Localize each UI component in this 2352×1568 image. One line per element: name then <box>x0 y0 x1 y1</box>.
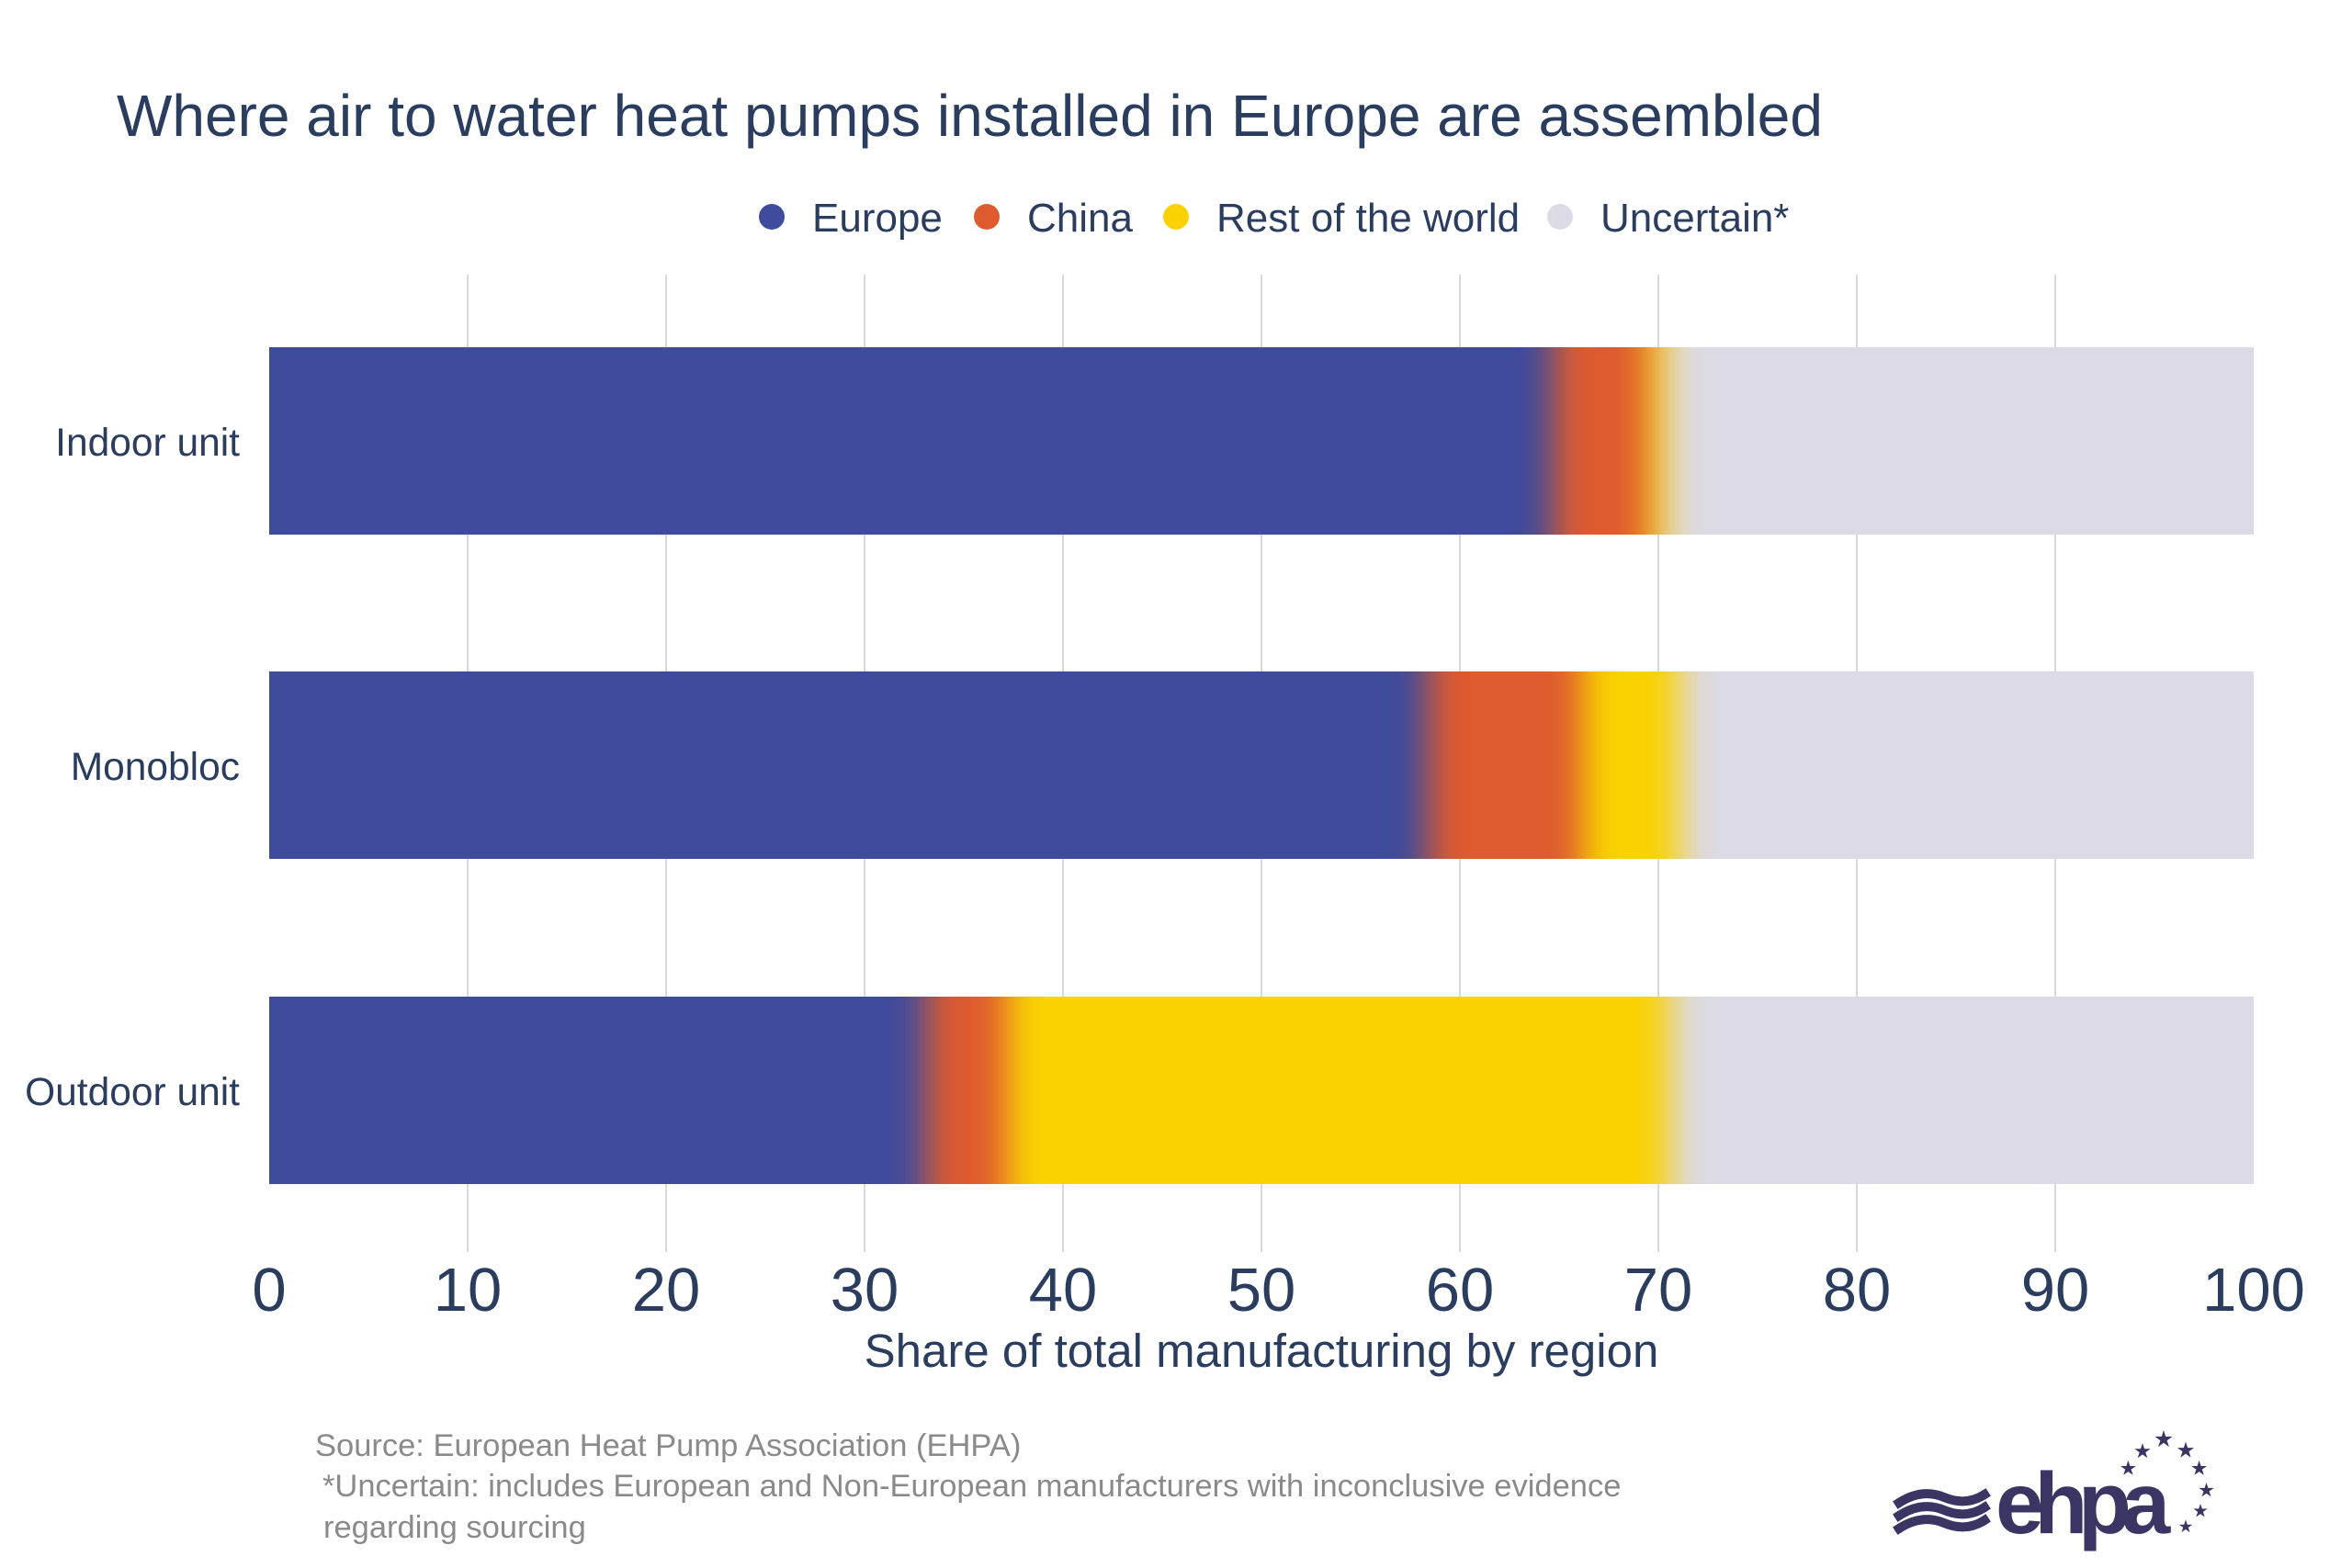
svg-text:Rest of the world: Rest of the world <box>1216 196 1520 241</box>
svg-text:Monobloc: Monobloc <box>71 746 240 789</box>
svg-text:0: 0 <box>252 1256 286 1325</box>
svg-text:70: 70 <box>1624 1256 1693 1325</box>
svg-text:80: 80 <box>1823 1256 1892 1325</box>
svg-text:10: 10 <box>434 1256 503 1325</box>
svg-text:60: 60 <box>1426 1256 1495 1325</box>
svg-text:20: 20 <box>632 1256 701 1325</box>
svg-text:Where air to water heat pumps: Where air to water heat pumps installed … <box>117 83 1823 149</box>
svg-text:Share of total manufacturing b: Share of total manufacturing by region <box>865 1325 1659 1377</box>
svg-text:Indoor unit: Indoor unit <box>55 422 240 465</box>
svg-text:Source: European Heat Pump Ass: Source: European Heat Pump Association (… <box>315 1428 1021 1463</box>
svg-text:Europe: Europe <box>812 196 943 241</box>
svg-text:*Uncertain: includes European: *Uncertain: includes European and Non-Eu… <box>322 1469 1621 1504</box>
svg-text:50: 50 <box>1227 1256 1296 1325</box>
svg-text:regarding sourcing: regarding sourcing <box>323 1510 586 1545</box>
svg-text:Uncertain*: Uncertain* <box>1600 196 1789 241</box>
svg-text:90: 90 <box>2021 1256 2090 1325</box>
svg-text:30: 30 <box>831 1256 899 1325</box>
svg-text:100: 100 <box>2202 1256 2305 1325</box>
svg-text:Outdoor unit: Outdoor unit <box>25 1071 240 1114</box>
svg-text:40: 40 <box>1029 1256 1098 1325</box>
svg-text:China: China <box>1027 196 1133 241</box>
svg-text:ehpa: ehpa <box>1996 1455 2171 1552</box>
